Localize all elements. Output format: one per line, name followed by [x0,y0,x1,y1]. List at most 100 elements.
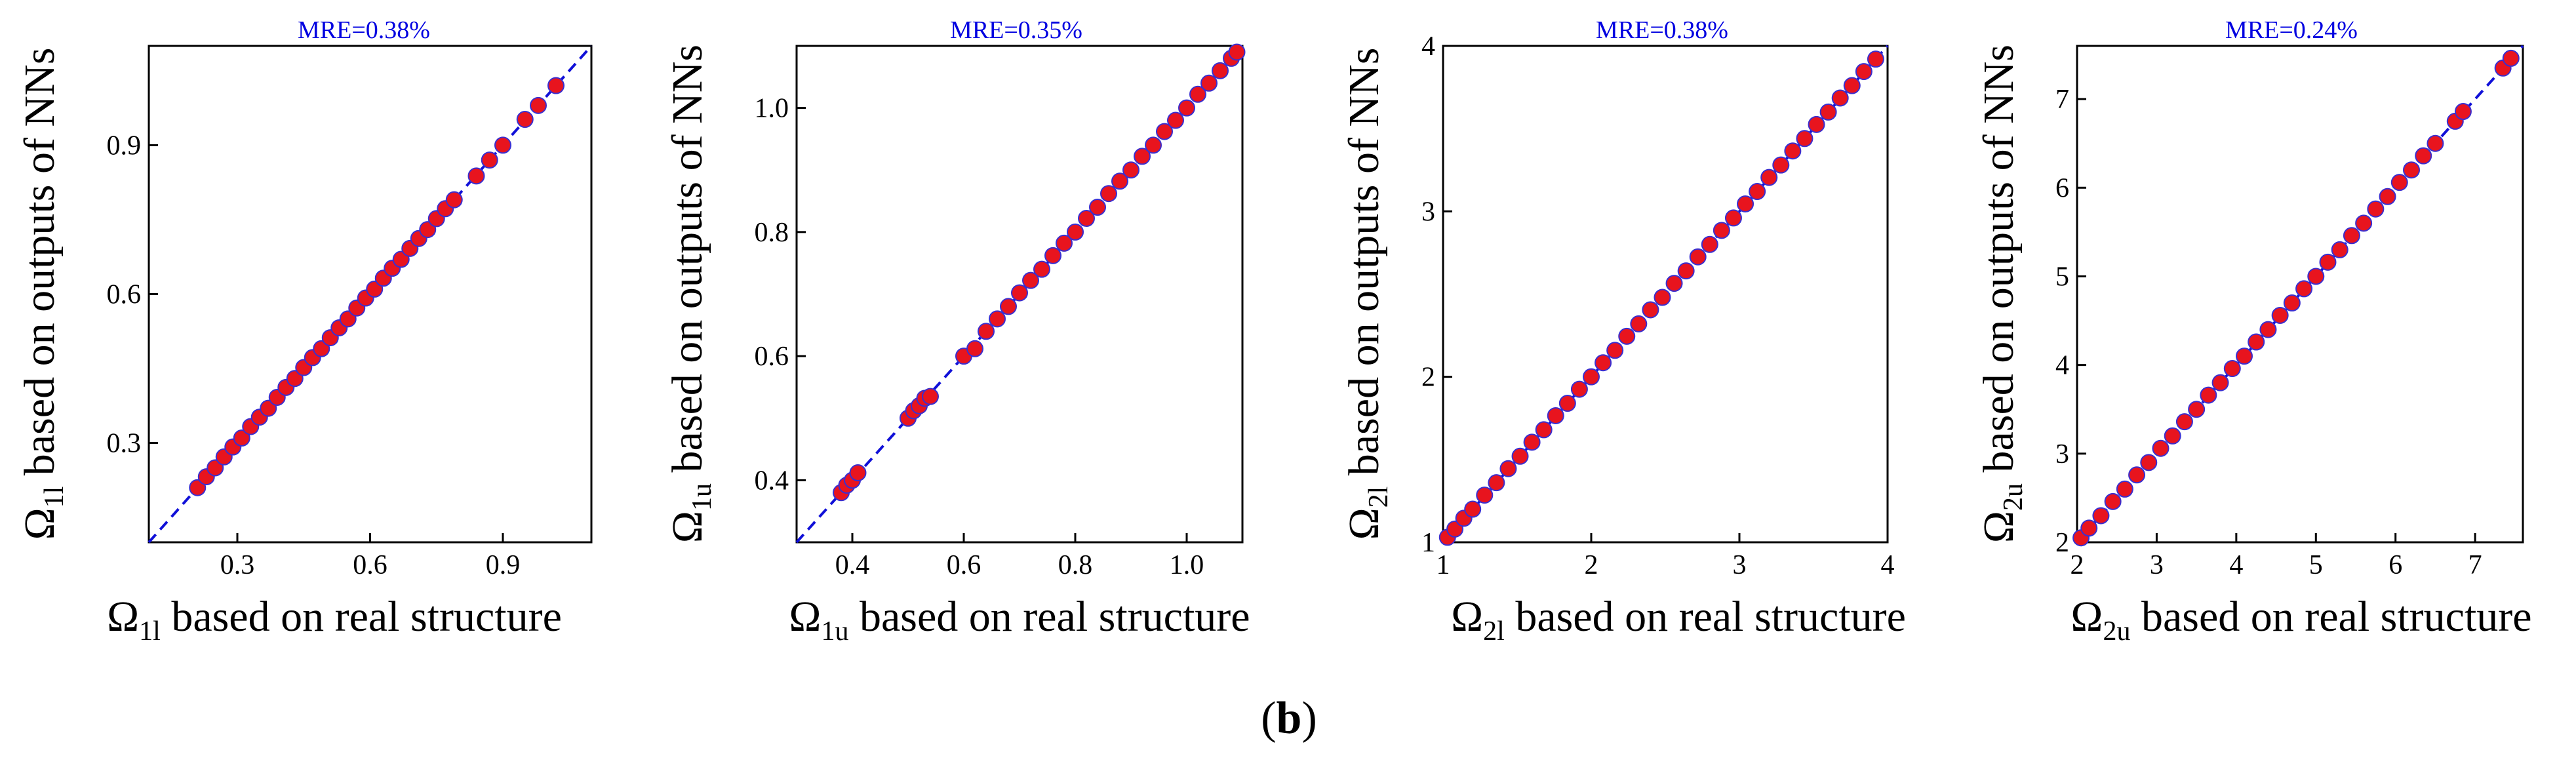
y-tick-label: 4 [2055,351,2069,381]
y-tick-label: 6 [2055,173,2069,203]
x-tick-label: 7 [2468,550,2482,580]
data-point [849,464,867,482]
y-tick-labels: 1 2 3 4 [1421,31,1435,558]
x-tick-label: 6 [2388,550,2402,580]
y-tick-label: 0.6 [755,342,789,372]
data-point [516,111,534,129]
data-point [1134,148,1151,165]
data-point [313,340,330,357]
y-tick-label: 3 [1421,197,1435,227]
data-point [2259,321,2277,338]
data-point [260,399,277,417]
y-tick-label: 1.0 [755,94,789,124]
data-point [1867,50,1884,68]
data-points [833,43,1246,502]
data-point [1784,142,1802,160]
data-point [2427,134,2444,152]
data-point [2200,386,2217,404]
x-tick-label: 5 [2309,550,2323,580]
data-point [2164,427,2181,445]
data-points [2072,49,2520,547]
data-point [1843,77,1861,94]
data-point [2379,188,2396,205]
data-point [1476,487,1494,504]
data-point [1523,433,1541,451]
data-point [978,323,995,340]
data-point [2355,214,2373,232]
data-points [1438,50,1884,546]
data-point [2415,147,2432,165]
data-point [1724,209,1742,227]
data-point [1022,271,1039,289]
x-tick-label: 4 [2229,550,2243,580]
y-tick-label: 0.9 [107,130,142,161]
data-point [2188,401,2206,418]
data-point [1145,136,1162,154]
data-point [1749,183,1766,201]
data-point [339,310,357,328]
data-point [1100,185,1117,203]
data-point [1630,315,1648,332]
x-tick-label: 0.6 [947,550,981,580]
data-point [1111,172,1128,190]
y-axis-label: Ω1u based on outputs of NNs [664,45,717,543]
y-tick-label: 3 [2055,439,2069,469]
x-tick-label: 0.9 [486,550,521,580]
mre-title: MRE=0.35% [950,16,1082,44]
data-point [2140,454,2158,471]
data-point [2343,227,2360,245]
tick-marks [797,107,1188,542]
data-point [392,250,410,268]
data-point [1808,115,1825,133]
data-point [966,340,983,357]
data-point [494,136,511,154]
data-point [1737,195,1754,212]
data-point [1499,460,1517,477]
data-point [207,459,224,477]
data-point [1570,380,1588,398]
data-point [1056,234,1073,252]
data-point [1212,62,1229,79]
data-point [1760,169,1778,186]
data-point [1122,161,1139,179]
x-tick-label: 2 [2071,550,2084,580]
mre-title: MRE=0.38% [298,16,430,44]
y-tick-labels: 0.3 0.6 0.9 [107,130,142,458]
data-point [2319,253,2337,271]
data-point [2367,200,2385,218]
data-point [2454,103,2472,121]
data-point [1000,298,1017,315]
data-point [2283,294,2301,312]
x-tick-label: 0.4 [835,550,870,580]
y-tick-label: 5 [2055,262,2069,292]
x-axis-label: Ω1l based on real structure [107,593,562,647]
data-point [1535,421,1553,439]
data-point [1200,74,1218,92]
x-tick-label: 0.8 [1058,550,1093,580]
x-tick-label: 0.6 [353,550,387,580]
tick-marks [2076,98,2476,544]
data-point [1044,247,1061,264]
data-point [1606,342,1624,359]
data-point [1796,130,1813,148]
panel-omega-1l: 0.3 0.6 0.9 0.3 0.6 0.9 MRE=0.38% Ω1l based … [16,16,593,647]
data-point [989,310,1006,328]
y-tick-label: 2 [1421,363,1435,393]
data-point [2331,241,2348,258]
y-tick-label: 0.4 [755,466,789,496]
plot-frame [795,45,1244,544]
data-point [1831,89,1849,107]
data-point [1713,222,1730,239]
data-point [1189,85,1206,103]
y-axis-label: Ω1l based on outputs of NNs [16,48,69,540]
data-point [2236,348,2253,365]
data-point [1665,275,1683,292]
data-points [189,77,565,496]
data-point [2175,413,2193,431]
mre-title: MRE=0.38% [1596,16,1728,44]
y-tick-label: 0.6 [107,280,142,310]
data-point [922,388,939,405]
data-point [366,280,384,298]
y-tick-label: 7 [2055,85,2069,115]
